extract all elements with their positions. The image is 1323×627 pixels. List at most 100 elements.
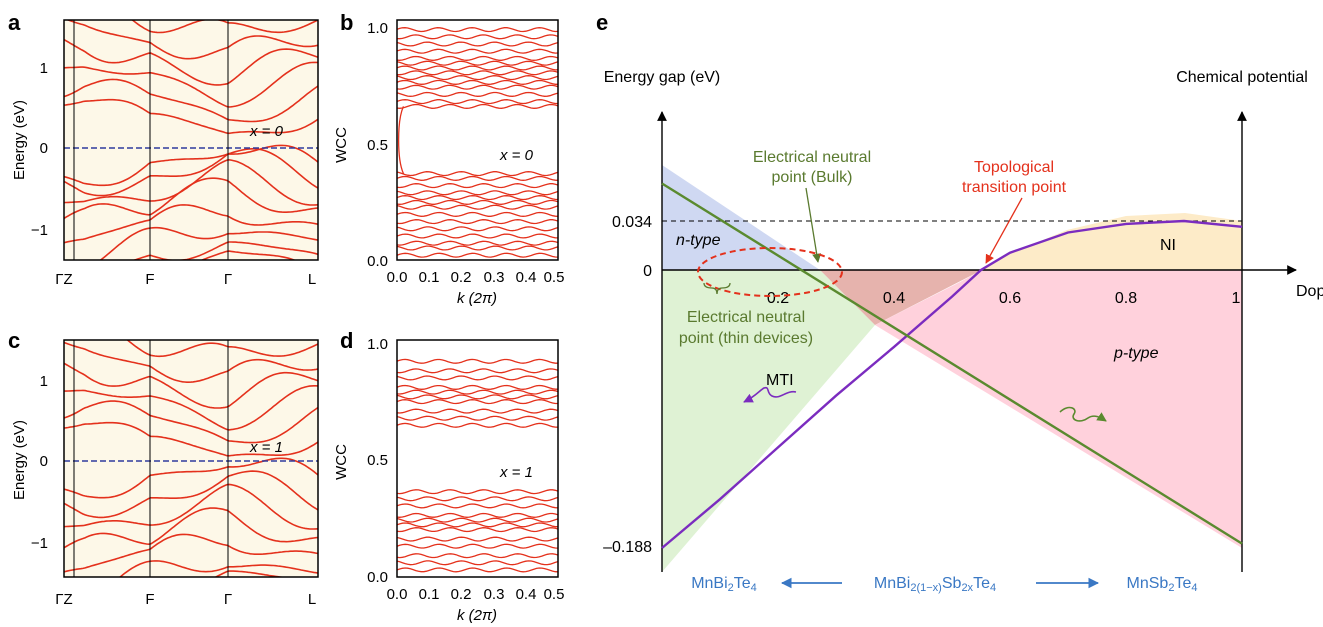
wcc-line (397, 536, 558, 542)
wcc-line (397, 527, 558, 533)
wcc-line (397, 240, 558, 246)
mti-region (662, 270, 875, 572)
wcc-line (397, 211, 558, 217)
panel-a-ytick: 1 (40, 60, 48, 77)
panel-d-xticks: 0.0 0.1 0.2 0.3 0.4 0.5 (387, 586, 565, 603)
n-type-label: n-type (676, 232, 721, 249)
wcc-line (397, 384, 558, 390)
wcc-line (397, 195, 558, 201)
wcc-line (397, 183, 558, 189)
chemical-potential-line (661, 182, 1243, 545)
band-line (126, 340, 318, 358)
wcc-line (397, 233, 558, 239)
wcc-line (397, 219, 558, 225)
wcc-winding-line (398, 106, 405, 174)
panel-d-annotation-bg (494, 462, 556, 482)
wcc-line (397, 27, 558, 33)
panel-a-ylabel: Energy (eV) (11, 100, 28, 180)
xtick-0.2: 0.2 (767, 290, 789, 307)
panel-a-frame (63, 19, 319, 261)
band-line (200, 250, 297, 260)
wcc-line (397, 204, 558, 210)
neutral-thin-label-line2: point (thin devices) (679, 330, 813, 347)
xtick-0.4: 0.4 (883, 290, 905, 307)
energy-gap-axis-label-line1: Energy gap (eV) (604, 69, 721, 86)
band-line (99, 226, 318, 260)
wcc-line (397, 517, 558, 523)
panel-b-frame (396, 19, 559, 261)
ni-label: NI (1160, 237, 1176, 254)
panel-a-xtick: ΓZ (55, 271, 72, 288)
band-line (64, 421, 318, 457)
panel-b-wcc (397, 27, 558, 258)
wcc-line (397, 245, 558, 251)
panel-b: b 1.0 0.5 0.0 WCC 0.0 0.1 0.2 0.3 0.4 0.… (333, 10, 564, 307)
wcc-line (397, 41, 558, 47)
band-line (64, 204, 318, 244)
xtick-0.8: 0.8 (1115, 290, 1137, 307)
band-line (64, 470, 318, 519)
ytick-neg0188: –0.188 (603, 539, 652, 556)
panel-c: c 1 0 −1 Energy (eV) ΓZ F Γ L x = 1 (8, 328, 319, 608)
panel-d-xlabel: k (2π) (457, 607, 497, 624)
wcc-line (397, 75, 558, 81)
panel-d-wcc (397, 358, 558, 573)
wcc-line (397, 70, 558, 76)
p-type-region (875, 270, 1242, 548)
panel-a-background (64, 20, 318, 260)
wcc-line (397, 175, 558, 181)
band-line (132, 241, 318, 260)
neutral-thin-label-line1: Electrical neutral (687, 309, 805, 326)
wcc-line (397, 422, 558, 428)
topological-transition-label-line2: transition point (962, 179, 1067, 196)
panel-d-xtick: 0.2 (451, 586, 472, 603)
panel-b-ytick: 0.0 (367, 253, 388, 270)
neutral-bulk-arrow (805, 187, 822, 263)
panel-d-ytick: 0.5 (367, 452, 388, 469)
wcc-line (397, 503, 558, 509)
panel-b-xticks: 0.0 0.1 0.2 0.3 0.4 0.5 (387, 269, 565, 286)
wcc-line (397, 34, 558, 40)
panel-c-xtick: F (145, 591, 154, 608)
p-type-label: p-type (1113, 345, 1159, 362)
compound-left: MnBi2Te4 (691, 575, 757, 594)
band-line (64, 98, 318, 135)
band-line (65, 20, 318, 60)
wcc-line (397, 368, 558, 374)
wcc-line (397, 543, 558, 549)
wcc-line (397, 226, 558, 232)
wcc-line (397, 55, 558, 61)
panel-b-xtick: 0.2 (451, 269, 472, 286)
panel-d-ylabel: WCC (333, 444, 350, 480)
topological-transition-arrow (985, 197, 1023, 264)
band-line (64, 78, 318, 123)
neutral-bulk-label-line2: point (Bulk) (772, 169, 853, 186)
panel-d-xtick: 0.3 (484, 586, 505, 603)
panel-c-ytick: −1 (31, 535, 48, 552)
wcc-line (397, 399, 558, 405)
n-type-region (662, 165, 820, 270)
panel-c-ytick: 1 (40, 373, 48, 390)
mti-label: MTI (766, 372, 794, 389)
wcc-line (397, 190, 558, 196)
band-line (64, 341, 318, 383)
panel-e: e Energy gap (eV) Chemical potential Dop… (596, 10, 1323, 594)
panel-a-annotation: x = 0 (249, 123, 284, 140)
panel-c-xtick: ΓZ (55, 591, 72, 608)
wcc-line (397, 512, 558, 518)
panel-a-xtick: Γ (224, 271, 232, 288)
xtick-1: 1 (1232, 290, 1241, 307)
xtick-0.6: 0.6 (999, 290, 1021, 307)
panel-d-xtick: 0.1 (419, 586, 440, 603)
panel-b-ytick: 0.5 (367, 137, 388, 154)
band-line (64, 362, 318, 409)
panel-d-ytick: 0.0 (367, 569, 388, 586)
panel-b-annotation: x = 0 (499, 147, 534, 164)
panel-b-ytick: 1.0 (367, 20, 388, 37)
panel-label-a: a (8, 10, 21, 35)
panel-a-bands (64, 20, 318, 260)
panel-c-annotation: x = 1 (249, 439, 283, 456)
wcc-line (397, 103, 558, 109)
thin-device-brace (703, 282, 731, 295)
